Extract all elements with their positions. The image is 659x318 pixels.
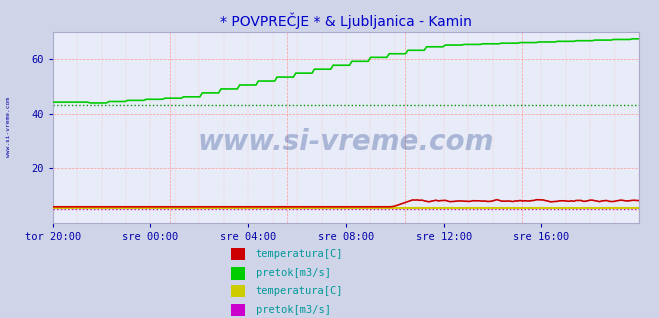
Text: temperatura[C]: temperatura[C]: [256, 286, 343, 296]
Text: www.si-vreme.com: www.si-vreme.com: [6, 97, 11, 157]
Text: pretok[m3/s]: pretok[m3/s]: [256, 268, 331, 279]
Text: www.si-vreme.com: www.si-vreme.com: [198, 128, 494, 156]
Text: temperatura[C]: temperatura[C]: [256, 249, 343, 259]
Title: * POVPREČJE * & Ljubljanica - Kamin: * POVPREČJE * & Ljubljanica - Kamin: [220, 13, 472, 29]
Text: pretok[m3/s]: pretok[m3/s]: [256, 305, 331, 315]
